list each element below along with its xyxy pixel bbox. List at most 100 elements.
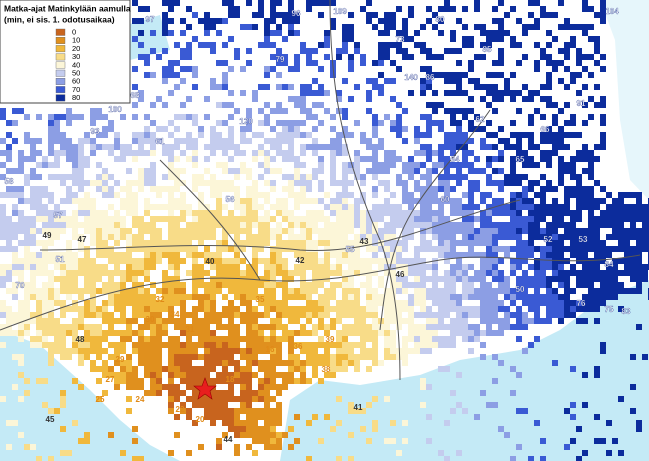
cell	[468, 150, 474, 156]
cell	[330, 180, 336, 186]
cell	[336, 144, 342, 150]
cell	[216, 444, 222, 450]
cell	[132, 180, 138, 186]
cell	[66, 138, 72, 144]
cell	[444, 144, 450, 150]
cell	[354, 204, 360, 210]
cell	[540, 138, 546, 144]
cell	[636, 426, 642, 432]
cell	[174, 282, 180, 288]
cell	[426, 210, 432, 216]
cell	[516, 324, 522, 330]
cell	[588, 294, 594, 300]
cell	[552, 66, 558, 72]
cell	[492, 72, 498, 78]
cell	[282, 216, 288, 222]
cell	[486, 174, 492, 180]
cell	[522, 288, 528, 294]
cell	[162, 150, 168, 156]
cell	[30, 342, 36, 348]
cell	[456, 132, 462, 138]
cell	[540, 48, 546, 54]
cell	[372, 336, 378, 342]
cell	[444, 246, 450, 252]
cell	[498, 168, 504, 174]
cell	[264, 390, 270, 396]
cell	[78, 180, 84, 186]
cell	[264, 24, 270, 30]
cell	[150, 252, 156, 258]
cell	[228, 324, 234, 330]
cell	[582, 66, 588, 72]
cell	[264, 312, 270, 318]
cell	[510, 288, 516, 294]
cell	[222, 84, 228, 90]
cell	[264, 360, 270, 366]
cell	[294, 246, 300, 252]
cell	[288, 30, 294, 36]
cell	[366, 354, 372, 360]
cell	[72, 318, 78, 324]
cell	[132, 372, 138, 378]
cell	[96, 378, 102, 384]
cell	[126, 252, 132, 258]
cell	[474, 24, 480, 30]
cell	[84, 354, 90, 360]
cell	[420, 162, 426, 168]
cell	[204, 222, 210, 228]
cell	[354, 240, 360, 246]
cell	[528, 246, 534, 252]
cell	[282, 204, 288, 210]
cell	[210, 126, 216, 132]
cell	[312, 372, 318, 378]
cell	[276, 438, 282, 444]
cell	[306, 240, 312, 246]
cell	[108, 228, 114, 234]
cell	[468, 78, 474, 84]
cell	[522, 162, 528, 168]
cell	[444, 234, 450, 240]
cell	[498, 330, 504, 336]
cell	[534, 276, 540, 282]
map-label: 58	[5, 177, 14, 186]
cell	[474, 306, 480, 312]
cell	[6, 156, 12, 162]
cell	[72, 378, 78, 384]
cell	[366, 264, 372, 270]
cell	[402, 192, 408, 198]
cell	[438, 288, 444, 294]
cell	[420, 276, 426, 282]
cell	[378, 48, 384, 54]
cell	[54, 150, 60, 156]
cell	[114, 216, 120, 222]
cell	[114, 180, 120, 186]
cell	[150, 216, 156, 222]
cell	[150, 366, 156, 372]
cell	[546, 84, 552, 90]
cell	[210, 84, 216, 90]
cell	[336, 90, 342, 96]
cell	[48, 288, 54, 294]
cell	[90, 294, 96, 300]
cell	[306, 258, 312, 264]
cell	[234, 168, 240, 174]
cell	[282, 270, 288, 276]
cell	[354, 234, 360, 240]
cell	[174, 294, 180, 300]
cell	[114, 348, 120, 354]
cell	[306, 420, 312, 426]
cell	[534, 90, 540, 96]
cell	[300, 84, 306, 90]
cell	[582, 234, 588, 240]
cell	[264, 426, 270, 432]
cell	[438, 222, 444, 228]
cell	[558, 156, 564, 162]
cell	[264, 30, 270, 36]
cell	[132, 378, 138, 384]
cell	[264, 270, 270, 276]
cell	[486, 120, 492, 126]
cell	[522, 276, 528, 282]
cell	[258, 204, 264, 210]
cell	[168, 240, 174, 246]
cell	[174, 360, 180, 366]
